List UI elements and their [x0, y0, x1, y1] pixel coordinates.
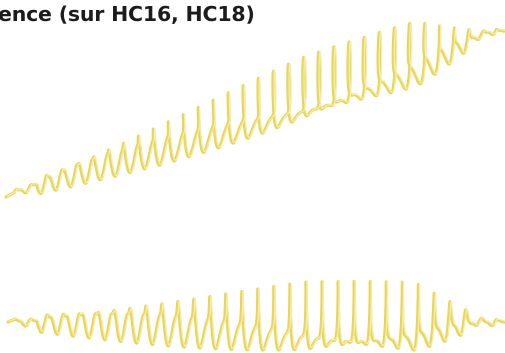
flat-waveform-inner-line: [8, 280, 505, 350]
flat-waveform-outer-line: [6, 279, 505, 352]
flat-waveform: [6, 279, 505, 352]
tilted-waveform: [4, 21, 505, 199]
tilted-waveform-outer-line: [4, 21, 505, 199]
tilted-waveform-inner-line: [6, 22, 505, 198]
figure-heading: ence (sur HC16, HC18): [0, 2, 255, 26]
